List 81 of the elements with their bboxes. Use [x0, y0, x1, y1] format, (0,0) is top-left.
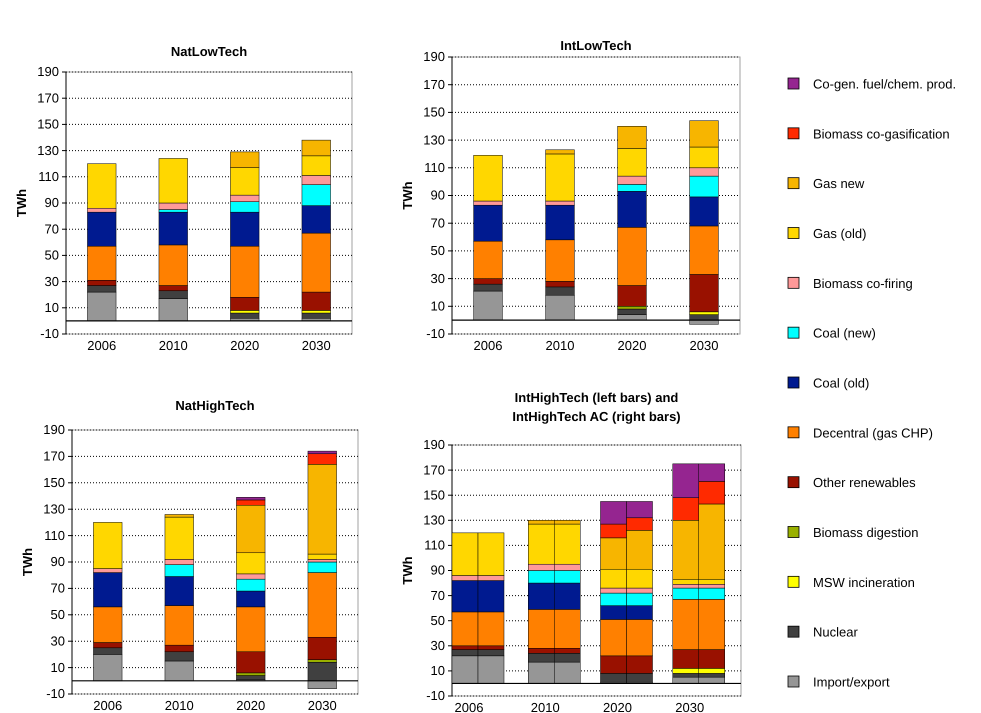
legend-label: Nuclear — [813, 624, 858, 640]
y-tick-label: 90 — [50, 554, 65, 570]
x-tick-label: 2030 — [675, 700, 704, 713]
legend-label: Gas (old) — [813, 226, 866, 241]
y-tick-label: 110 — [44, 528, 65, 543]
y-tick-label: 70 — [430, 215, 445, 230]
chart-title: NatLowTech — [170, 44, 248, 59]
legend-label: Biomass digestion — [813, 525, 918, 540]
x-tick-label: 2020 — [230, 338, 260, 353]
x-tick-label: 2006 — [87, 338, 116, 353]
legend-label: Biomass co-firing — [813, 276, 913, 291]
y-tick-label: 30 — [430, 638, 445, 653]
y-tick-label: 150 — [423, 104, 445, 120]
y-tick-label: 10 — [44, 300, 59, 315]
y-tick-label: -10 — [46, 686, 65, 702]
y-tick-label: 50 — [430, 612, 445, 628]
legend-label: Decentral (gas CHP) — [813, 425, 933, 440]
y-tick-label: 170 — [37, 90, 59, 106]
y-axis-title: TWh — [400, 181, 415, 210]
y-tick-label: 130 — [423, 512, 445, 528]
y-tick-label: 150 — [43, 474, 65, 490]
legend-label: Biomass co-gasification — [813, 126, 950, 142]
legend-label: Coal (new) — [813, 326, 876, 341]
x-tick-label: 2030 — [302, 338, 331, 353]
y-tick-label: 110 — [424, 160, 445, 175]
y-tick-label: 170 — [423, 462, 445, 478]
y-tick-label: -10 — [40, 326, 59, 342]
y-tick-label: 50 — [430, 243, 445, 258]
x-tick-label: 2006 — [93, 698, 122, 713]
legend-label: Import/export — [813, 674, 890, 690]
y-tick-label: 190 — [37, 64, 59, 80]
y-tick-label: 110 — [38, 168, 59, 184]
y-tick-label: 30 — [430, 270, 445, 286]
y-axis-title: TWh — [14, 188, 29, 218]
y-tick-label: 30 — [50, 633, 65, 648]
y-tick-label: 70 — [44, 221, 59, 236]
y-axis-title: TWh — [400, 556, 415, 585]
y-tick-label: 150 — [37, 116, 59, 132]
chart-title: NatHighTech — [175, 398, 255, 413]
x-tick-label: 2020 — [603, 700, 632, 713]
y-tick-label: 90 — [430, 562, 445, 578]
x-tick-label: 2010 — [546, 338, 574, 353]
y-tick-label: 50 — [44, 248, 59, 263]
y-tick-label: 90 — [430, 188, 445, 203]
y-tick-label: 130 — [43, 501, 65, 516]
chart-title: IntHighTech (left bars) and IntHighTech AC (right bars) — [512, 390, 681, 424]
y-tick-label: 30 — [44, 274, 59, 289]
x-tick-label: 2006 — [454, 700, 484, 713]
x-tick-label: 2030 — [308, 698, 337, 713]
y-tick-label: -10 — [426, 688, 445, 704]
y-tick-label: 170 — [43, 448, 65, 464]
y-tick-label: 130 — [37, 142, 59, 158]
x-tick-label: 2030 — [690, 338, 718, 353]
legend-label: Coal (old) — [813, 376, 870, 390]
x-tick-label: 2010 — [164, 698, 194, 713]
legend-label: Gas new — [813, 176, 865, 192]
y-tick-label: 170 — [423, 76, 445, 92]
legend-label: Co-gen. fuel/chem. prod. — [813, 76, 956, 92]
y-tick-label: 10 — [430, 663, 445, 678]
x-tick-label: 2010 — [158, 338, 188, 353]
x-tick-label: 2020 — [618, 338, 646, 353]
y-tick-label: 150 — [423, 487, 445, 502]
y-tick-label: 130 — [423, 132, 445, 148]
y-tick-label: 50 — [50, 606, 65, 622]
y-axis-title: TWh — [20, 548, 35, 576]
y-tick-label: 70 — [50, 580, 65, 596]
x-tick-label: 2010 — [530, 700, 560, 713]
y-tick-label: 70 — [430, 588, 445, 603]
legend-label: MSW incineration — [813, 574, 915, 590]
y-tick-label: 10 — [50, 660, 65, 675]
x-tick-label: 2020 — [236, 698, 266, 713]
y-tick-label: 190 — [423, 49, 445, 64]
chart-title: IntLowTech — [560, 38, 632, 53]
y-tick-label: 10 — [430, 298, 445, 314]
legend-label: Other renewables — [813, 475, 916, 490]
y-tick-label: 110 — [424, 538, 445, 553]
y-tick-label: 190 — [43, 422, 65, 438]
y-tick-label: 190 — [423, 437, 445, 452]
y-tick-label: -10 — [426, 326, 445, 342]
x-tick-label: 2006 — [474, 338, 502, 353]
y-tick-label: 90 — [44, 195, 59, 210]
